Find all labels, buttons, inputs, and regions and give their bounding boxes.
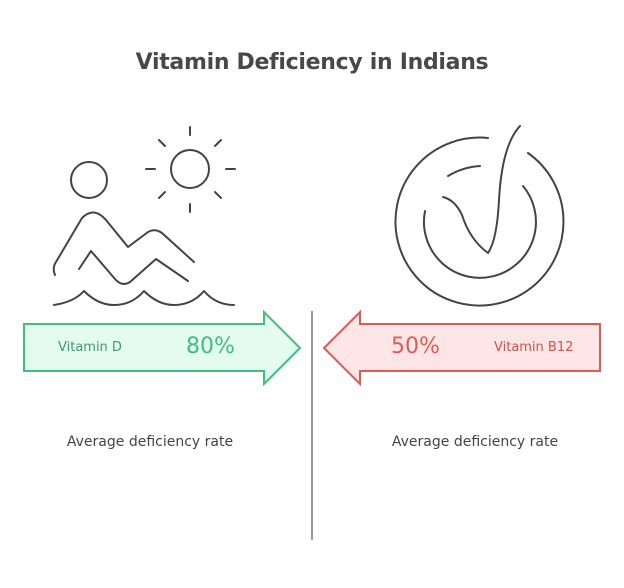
circular-check-icon [394,125,565,307]
vitamin-b12-label: Vitamin B12 [494,340,574,355]
vitamin-b12-value: 50% [391,334,440,359]
page-title: Vitamin Deficiency in Indians [135,50,489,75]
vitamin-d-label: Vitamin D [58,340,122,355]
vitamin-d-caption: Average deficiency rate [66,434,234,450]
vitamin-b12-caption: Average deficiency rate [391,434,559,450]
sun-beach-person-icon [52,126,236,306]
vitamin-b12-arrow [322,309,601,387]
vitamin-d-arrow [23,309,302,387]
vitamin-d-value: 80% [186,334,235,359]
